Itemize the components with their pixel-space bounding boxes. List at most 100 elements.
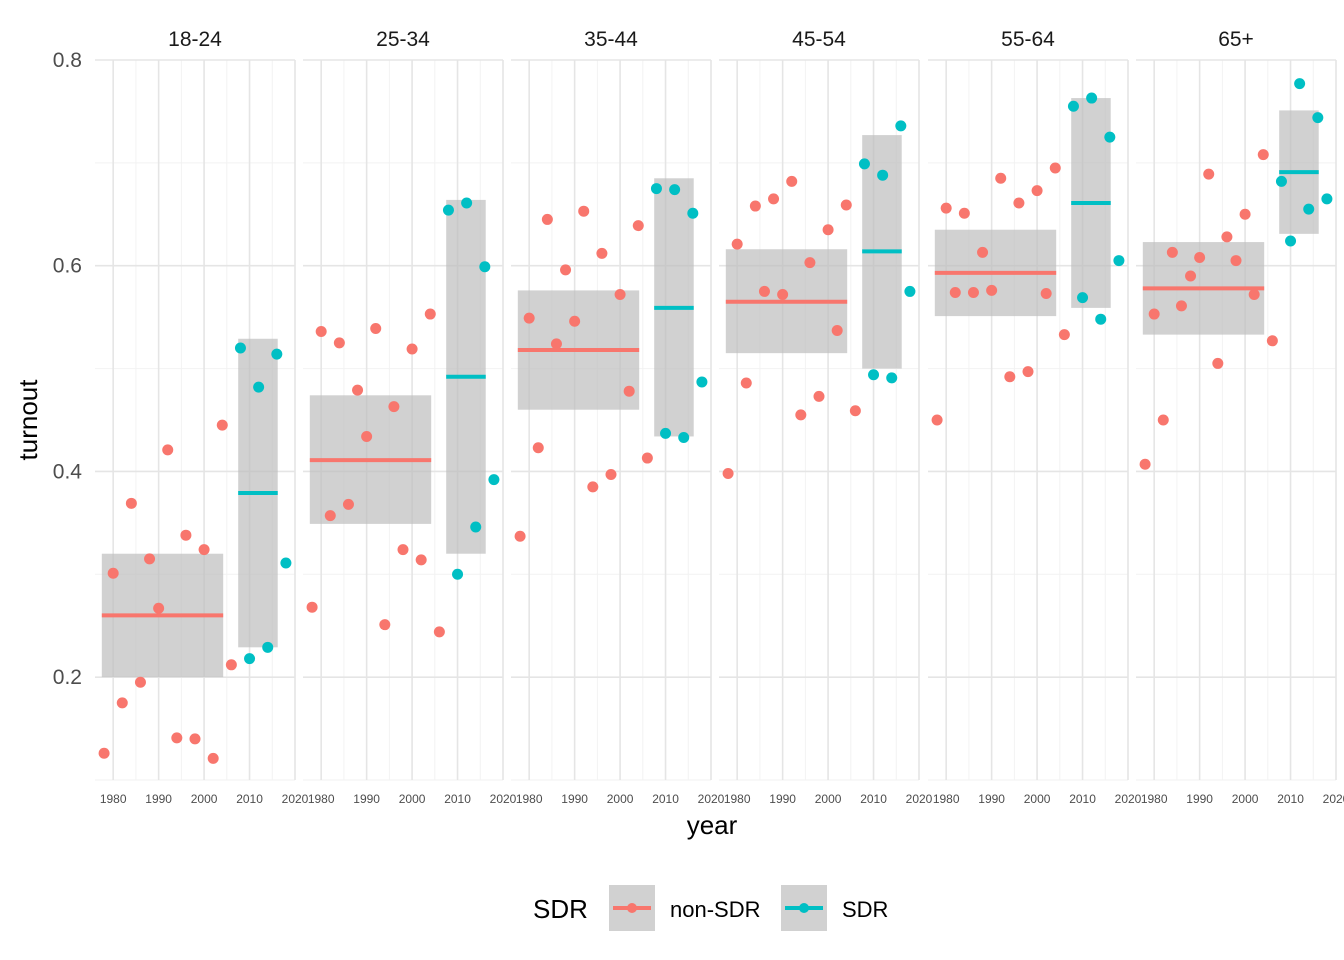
non-sdr-point — [605, 469, 617, 481]
facet-label: 25-34 — [376, 28, 430, 51]
x-tick-label: 2010 — [1277, 792, 1304, 806]
non-sdr-point — [207, 752, 219, 764]
y-tick-label: 0.6 — [53, 255, 82, 278]
sdr-point — [479, 261, 491, 273]
sdr-point — [904, 285, 916, 297]
non-sdr-point — [1148, 308, 1160, 320]
sdr-point — [669, 184, 681, 196]
non-sdr-point — [849, 405, 861, 417]
non-sdr-point — [749, 200, 761, 212]
legend: SDR non-SDR SDR — [533, 885, 888, 931]
x-tick-label: 2000 — [607, 792, 634, 806]
sdr-point — [877, 169, 889, 181]
non-sdr-point — [1257, 149, 1269, 161]
non-sdr-point — [1022, 366, 1034, 378]
legend-key-non-sdr-point — [627, 903, 637, 913]
non-sdr-point — [225, 659, 237, 671]
x-tick-label: 1980 — [933, 792, 960, 806]
panel-25-34: 1980 1990 2000 2010 2020 25-34 — [303, 28, 517, 806]
non-sdr-point — [1203, 168, 1215, 180]
non-sdr-point — [632, 220, 644, 232]
non-sdr-point — [433, 626, 445, 638]
x-tick-label: 2020 — [906, 792, 933, 806]
non-sdr-point — [361, 430, 373, 442]
sdr-point — [1321, 193, 1333, 205]
non-sdr-point — [1031, 185, 1043, 197]
y-tick-label: 0.4 — [53, 460, 83, 483]
non-sdr-point — [306, 601, 318, 613]
non-sdr-point — [1175, 300, 1187, 312]
x-tick-label: 1990 — [978, 792, 1005, 806]
non-sdr-point — [1049, 162, 1061, 174]
sdr-point — [660, 427, 672, 439]
panel-18-24: 1980 1990 2000 2010 2020 18-24 — [95, 28, 309, 806]
non-sdr-point — [777, 289, 789, 301]
sdr-point — [234, 342, 246, 354]
non-sdr-point — [144, 553, 156, 565]
non-sdr-point — [424, 308, 436, 320]
non-sdr-point — [641, 452, 653, 464]
sdr-point — [461, 197, 473, 209]
non-sdr-point — [623, 385, 635, 397]
non-sdr-point — [1040, 287, 1052, 299]
non-sdr-point — [931, 414, 943, 426]
x-tick-label: 2010 — [236, 792, 263, 806]
non-sdr-point — [189, 733, 201, 745]
panels-layer: 1980 1990 2000 2010 2020 18-24 1980 1990 2000 201… — [95, 28, 1344, 806]
non-sdr-point — [324, 510, 336, 522]
non-sdr-point — [758, 285, 770, 297]
non-sdr-point — [198, 544, 210, 556]
non-sdr-point — [840, 199, 852, 211]
sdr-point — [1285, 235, 1297, 247]
non-sdr-point — [107, 567, 119, 579]
legend-label-non-sdr: non-SDR — [670, 897, 760, 922]
sdr-point — [488, 474, 500, 486]
non-sdr-point — [1185, 270, 1197, 282]
non-sdr-point — [514, 530, 526, 542]
non-sdr-point — [967, 286, 979, 298]
legend-label-sdr: SDR — [842, 897, 888, 922]
x-tick-label: 1990 — [1186, 792, 1213, 806]
sdr-point — [696, 376, 708, 388]
non-sdr-point — [560, 264, 572, 276]
facet-label: 18-24 — [168, 28, 222, 51]
non-sdr-point — [822, 224, 834, 236]
non-sdr-point — [940, 202, 952, 214]
sdr-point — [244, 653, 256, 665]
sdr-point — [868, 369, 880, 381]
non-sdr-point — [406, 343, 418, 355]
non-sdr-point — [768, 193, 780, 205]
panel-55-64: 1980 1990 2000 2010 2020 55-64 — [928, 28, 1142, 806]
facet-label: 55-64 — [1001, 28, 1055, 51]
non-sdr-point — [958, 207, 970, 219]
sdr-point — [1095, 313, 1107, 325]
non-sdr-point — [587, 481, 599, 493]
non-sdr-point — [1058, 329, 1070, 341]
non-sdr-point — [1166, 246, 1178, 258]
non-sdr-point — [388, 401, 400, 413]
non-sdr-point — [352, 384, 364, 396]
x-tick-label: 1990 — [145, 792, 172, 806]
non-sdr-point — [1013, 197, 1025, 209]
sdr-point — [1312, 112, 1324, 124]
sdr-point — [1294, 78, 1306, 90]
non-sdr-point — [541, 213, 553, 225]
non-sdr-point — [977, 246, 989, 258]
non-sdr-point — [333, 337, 345, 349]
y-tick-label: 0.2 — [53, 666, 82, 689]
sdr-point — [253, 381, 265, 393]
panel-35-44: 1980 1990 2000 2010 2020 35-44 — [511, 28, 725, 806]
y-tick-label: 0.8 — [53, 49, 82, 72]
non-sdr-point — [740, 377, 752, 389]
x-tick-label: 2000 — [399, 792, 426, 806]
sdr-point — [262, 641, 274, 653]
x-tick-label: 2020 — [698, 792, 725, 806]
non-sdr-point — [786, 175, 798, 187]
non-sdr-point — [315, 326, 327, 338]
x-tick-label: 1980 — [516, 792, 543, 806]
sdr-point — [886, 372, 898, 384]
non-sdr-point — [1230, 255, 1242, 267]
non-sdr-point — [831, 325, 843, 337]
y-axis-title: turnout — [13, 379, 43, 461]
panel-45-54: 1980 1990 2000 2010 2020 45-54 — [719, 28, 933, 806]
